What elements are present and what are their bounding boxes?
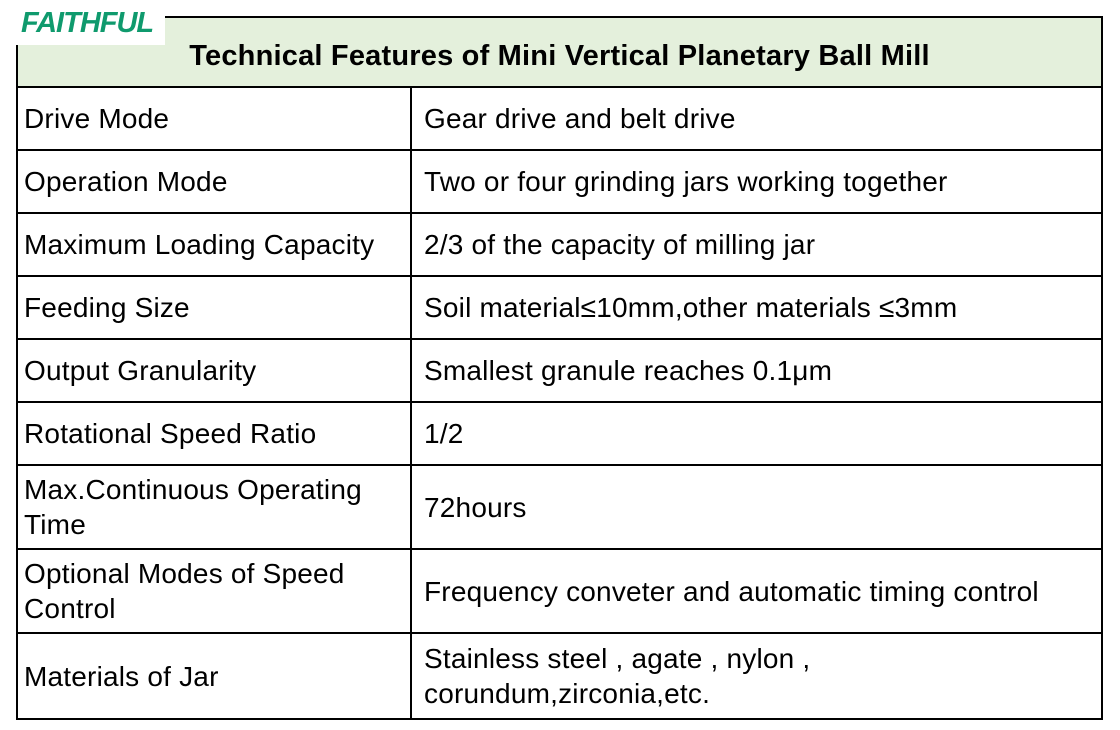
table-body: Drive Mode Gear drive and belt drive Opera… bbox=[18, 86, 1101, 718]
brand-logo: FAITHFUL bbox=[15, 4, 166, 45]
table-row: Operation Mode Two or four grinding jars … bbox=[18, 149, 1101, 212]
feature-label: Max.Continuous Operating Time bbox=[18, 466, 412, 548]
table-row: Rotational Speed Ratio 1/2 bbox=[18, 401, 1101, 464]
brand-logo-text: FAITHFUL bbox=[21, 7, 154, 39]
table-row: Drive Mode Gear drive and belt drive bbox=[18, 86, 1101, 149]
spec-table: Technical Features of Mini Vertical Plan… bbox=[16, 16, 1103, 720]
table-row: Materials of Jar Stainless steel , agate … bbox=[18, 632, 1101, 718]
feature-label: Materials of Jar bbox=[18, 634, 412, 718]
table-title: Technical Features of Mini Vertical Plan… bbox=[189, 39, 930, 72]
feature-label: Rotational Speed Ratio bbox=[18, 403, 412, 464]
feature-value: Gear drive and belt drive bbox=[424, 103, 736, 134]
table-row: Feeding Size Soil material≤10mm,other mat… bbox=[18, 275, 1101, 338]
table-row: Output Granularity Smallest granule reach… bbox=[18, 338, 1101, 401]
table-row: Max.Continuous Operating Time 72hours bbox=[18, 464, 1101, 548]
table-row: Maximum Loading Capacity 2/3 of the capac… bbox=[18, 212, 1101, 275]
feature-label: Output Granularity bbox=[18, 340, 412, 401]
feature-value: 72hours bbox=[424, 491, 527, 523]
feature-value: Smallest granule reaches 0.1μm bbox=[424, 355, 833, 386]
feature-value: Stainless steel , agate , nylon , corund… bbox=[424, 643, 811, 709]
feature-label: Optional Modes of Speed Control bbox=[18, 550, 412, 632]
feature-label: Feeding Size bbox=[18, 277, 412, 338]
table-header: Technical Features of Mini Vertical Plan… bbox=[18, 18, 1101, 86]
feature-label: Drive Mode bbox=[18, 88, 412, 149]
feature-label: Maximum Loading Capacity bbox=[18, 214, 412, 275]
feature-value: Two or four grinding jars working togeth… bbox=[424, 166, 948, 197]
feature-label: Operation Mode bbox=[18, 151, 412, 212]
feature-value: Frequency conveter and automatic timing … bbox=[424, 575, 1039, 607]
feature-value: Soil material≤10mm,other materials ≤3mm bbox=[424, 292, 958, 323]
feature-value: 2/3 of the capacity of milling jar bbox=[424, 229, 816, 260]
table-row: Optional Modes of Speed Control Frequency… bbox=[18, 548, 1101, 632]
feature-value: 1/2 bbox=[424, 418, 464, 449]
